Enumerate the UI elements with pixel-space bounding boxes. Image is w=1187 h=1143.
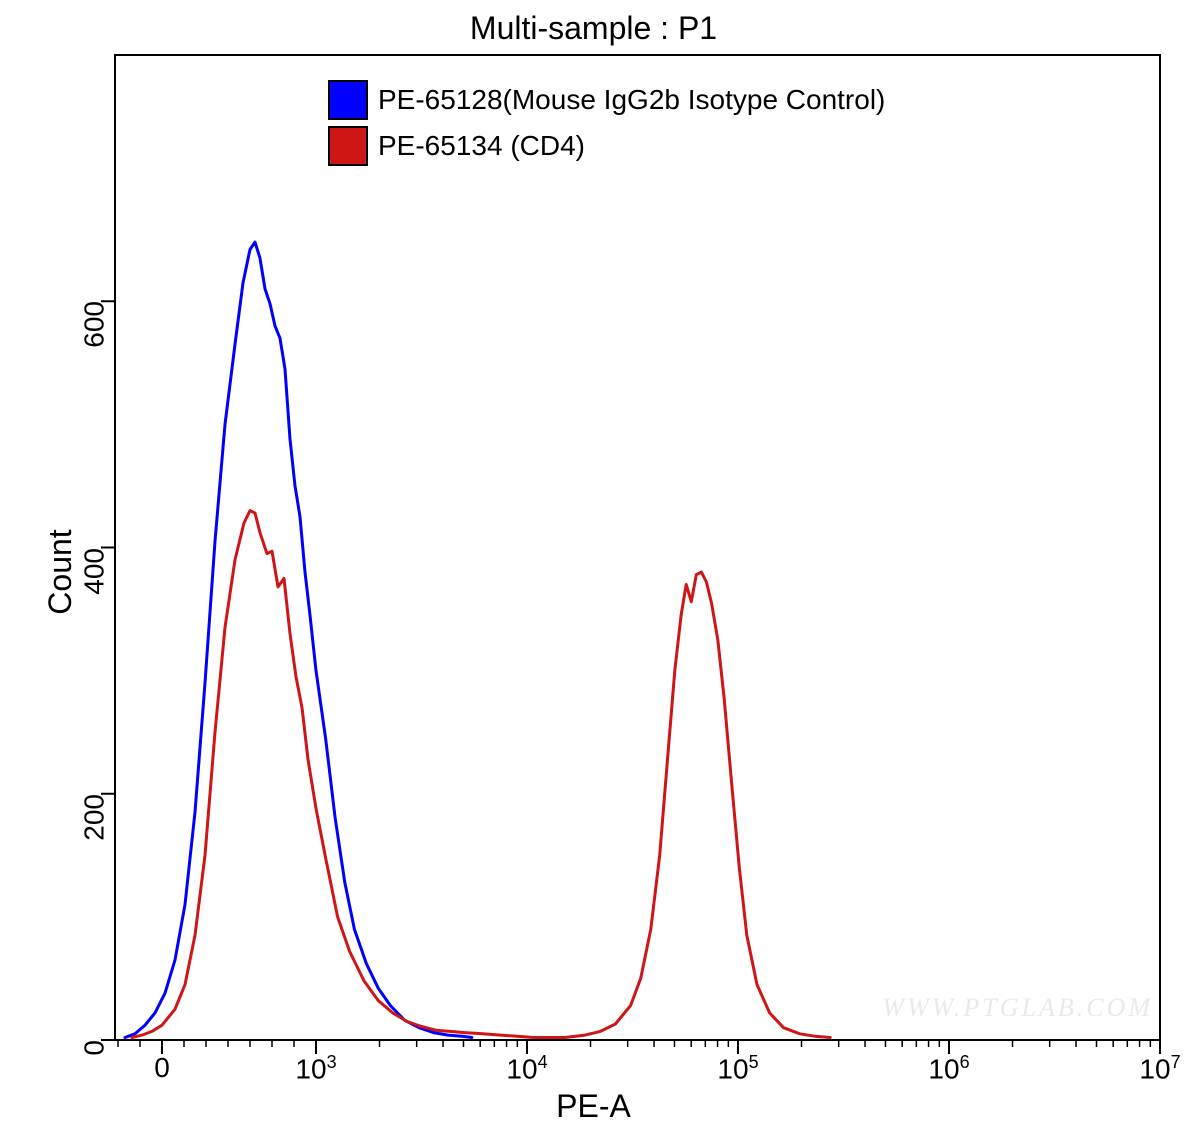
legend-item: PE-65128(Mouse IgG2b Isotype Control) [328, 80, 885, 120]
x-tick-label: 105 [717, 1052, 758, 1085]
legend-swatch [328, 80, 368, 120]
x-tick-label: 107 [1139, 1052, 1180, 1085]
legend-label: PE-65128(Mouse IgG2b Isotype Control) [378, 84, 885, 116]
legend: PE-65128(Mouse IgG2b Isotype Control) PE-… [328, 80, 885, 172]
y-tick-label: 200 [79, 794, 111, 841]
legend-swatch [328, 126, 368, 166]
y-tick-label: 400 [79, 548, 111, 595]
legend-item: PE-65134 (CD4) [328, 126, 885, 166]
x-tick-label: 106 [928, 1052, 969, 1085]
x-tick-label: 104 [506, 1052, 547, 1085]
legend-label: PE-65134 (CD4) [378, 130, 585, 162]
x-tick-label: 103 [295, 1052, 336, 1085]
chart-container: Multi-sample : P1 Count PE-A 0200400600 … [0, 0, 1187, 1143]
y-tick-label: 600 [79, 301, 111, 348]
y-tick-label: 0 [79, 1040, 111, 1056]
x-tick-label: 0 [154, 1052, 170, 1084]
